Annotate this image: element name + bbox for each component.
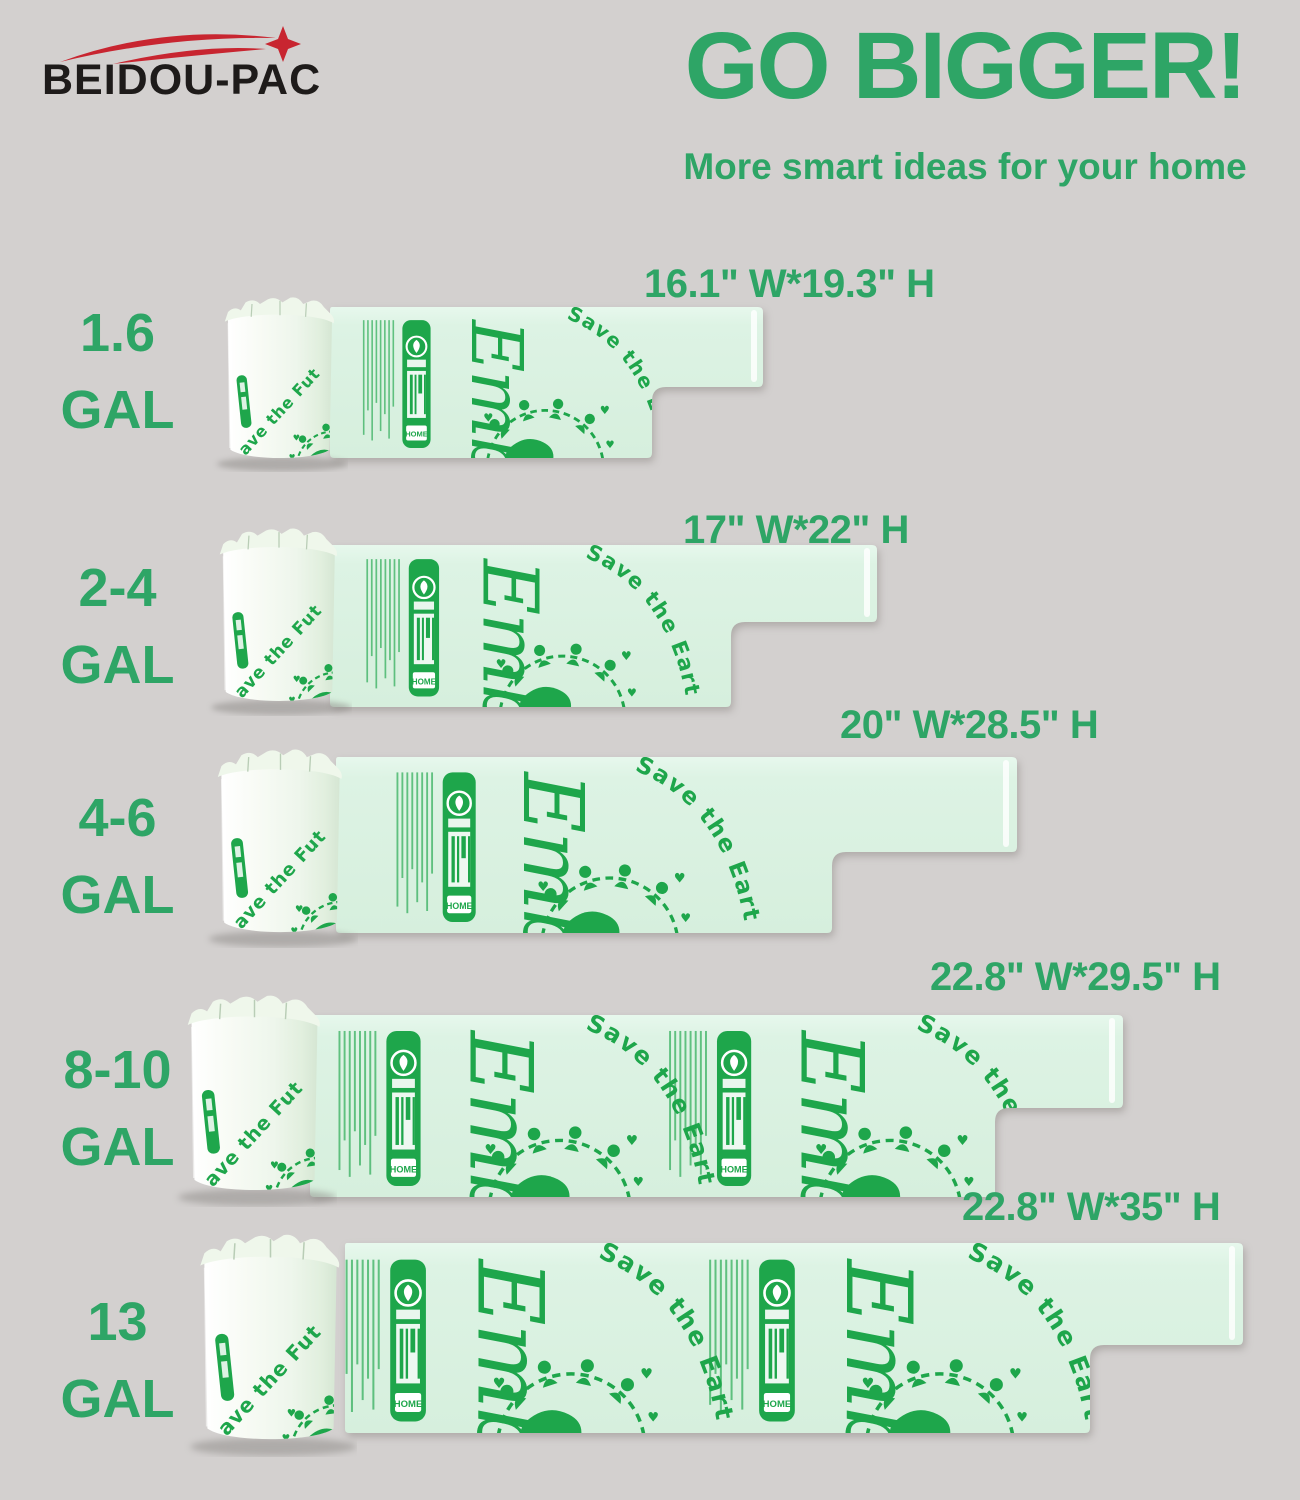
comet-star-icon — [60, 26, 301, 64]
size-value: 1.6 — [79, 303, 156, 363]
size-value: 4-6 — [78, 788, 157, 848]
flat-bag-1-6-gal — [330, 307, 763, 458]
bag-fold-highlight — [1109, 1018, 1115, 1103]
size-unit: GAL — [60, 379, 175, 440]
bag-fold-highlight — [1229, 1246, 1235, 1340]
bag-dimensions-label: 22.8" W*35" H — [962, 1185, 1221, 1229]
bag-fold-highlight — [751, 310, 757, 382]
size-unit: GAL — [60, 1368, 175, 1429]
flat-bag-8-10-gal — [310, 1015, 1123, 1197]
size-unit: GAL — [60, 864, 175, 925]
subheadline: More smart ideas for your home — [683, 146, 1247, 187]
size-label-2-4-gal: 2-4 GAL — [35, 550, 200, 703]
bag-roll-13-gal — [184, 1233, 357, 1457]
flat-bag-4-6-gal — [336, 757, 1017, 933]
size-label-1-6-gal: 1.6 GAL — [35, 295, 200, 448]
bag-dimensions-label: 17" W*22" H — [683, 508, 909, 552]
size-value: 8-10 — [63, 1040, 172, 1100]
flat-bag-2-4-gal — [330, 545, 877, 707]
size-value: 13 — [87, 1292, 148, 1352]
bag-dimensions-label: 20" W*28.5" H — [840, 703, 1099, 747]
size-label-13-gal: 13 GAL — [35, 1284, 200, 1437]
star-icon — [265, 26, 301, 62]
brand-name: BEIDOU-PAC — [42, 56, 322, 104]
flat-bag-13-gal — [345, 1243, 1243, 1433]
bag-roll-8-10-gal — [172, 994, 337, 1207]
size-unit: GAL — [60, 634, 175, 695]
bag-dimensions-label: 22.8" W*29.5" H — [930, 955, 1221, 999]
size-label-8-10-gal: 8-10 GAL — [35, 1032, 200, 1185]
size-unit: GAL — [60, 1116, 175, 1177]
bag-fold-highlight — [1003, 760, 1009, 847]
bag-dimensions-label: 16.1" W*19.3" H — [644, 262, 935, 306]
size-label-4-6-gal: 4-6 GAL — [35, 780, 200, 933]
headline: GO BIGGER! — [684, 13, 1248, 119]
bag-fold-highlight — [864, 548, 870, 617]
size-value: 2-4 — [78, 558, 157, 618]
bag-roll-2-4-gal — [206, 527, 352, 716]
bag-roll-1-6-gal — [212, 296, 348, 472]
bag-roll-4-6-gal — [203, 748, 358, 948]
